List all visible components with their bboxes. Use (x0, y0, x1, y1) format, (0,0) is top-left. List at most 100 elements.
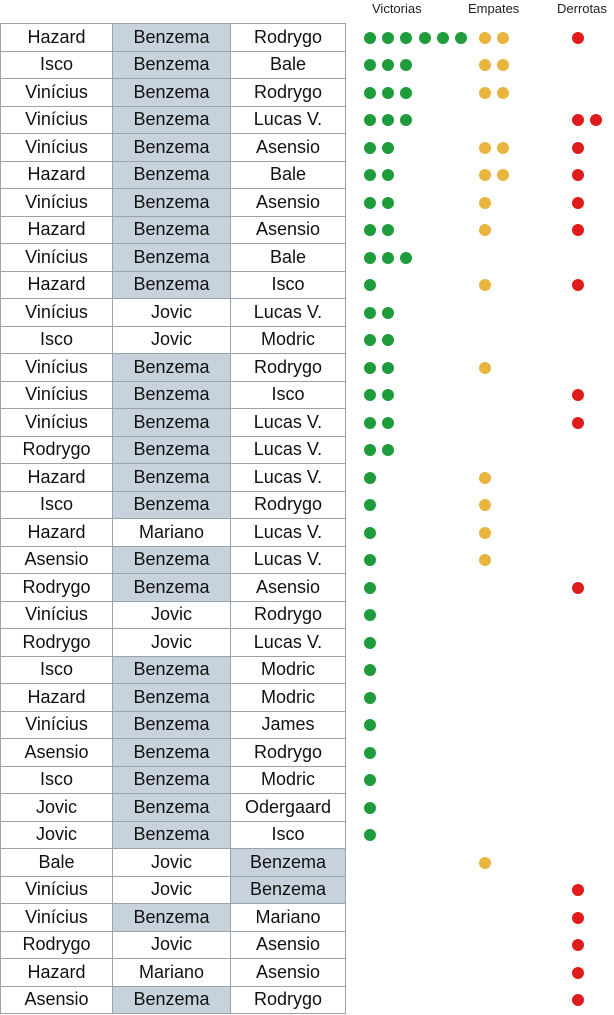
empates-dot (497, 86, 510, 99)
player-cell: Hazard (0, 463, 113, 492)
player-cell: Asensio (0, 985, 113, 1014)
player-cell: Benzema (112, 435, 231, 464)
victorias-dot (364, 664, 376, 677)
empates-dot (479, 361, 491, 374)
victorias-dot (364, 609, 376, 622)
victorias-dot (364, 114, 376, 127)
player-cell: Jovic (112, 628, 231, 657)
player-cell: Jovic (0, 793, 113, 822)
empates-dot (479, 224, 491, 237)
victorias-dot (400, 251, 413, 264)
victorias-dot (364, 141, 376, 154)
player-cell: Benzema (112, 50, 231, 79)
victorias-dot (364, 719, 376, 732)
victorias-dot (382, 361, 395, 374)
victorias-dot (382, 389, 395, 402)
player-cell: Jovic (112, 600, 231, 629)
player-cell: Vinícius (0, 78, 113, 107)
victorias-dot (364, 59, 376, 72)
player-cell: Hazard (0, 683, 113, 712)
victorias-dot (382, 306, 395, 319)
player-cell: Bale (230, 243, 346, 272)
player-cell: Isco (230, 380, 346, 409)
player-cell: Vinícius (0, 353, 113, 382)
player-cell: Vinícius (0, 380, 113, 409)
victorias-dot (382, 416, 395, 429)
player-cell: Benzema (112, 655, 231, 684)
victorias-dot (364, 444, 376, 457)
player-cell: Isco (230, 820, 346, 849)
victorias-dot (364, 279, 376, 292)
player-cell: Vinícius (0, 600, 113, 629)
victorias-dot (364, 306, 376, 319)
victorias-dot (364, 361, 376, 374)
derrotas-dot (572, 114, 584, 127)
derrotas-dot (572, 31, 584, 44)
player-cell: Benzema (112, 738, 231, 767)
player-cell: Odergaard (230, 793, 346, 822)
player-cell: Benzema (112, 820, 231, 849)
derrotas-dot (572, 279, 584, 292)
player-cell: Lucas V. (230, 435, 346, 464)
player-cell: Asensio (230, 573, 346, 602)
empates-dot (479, 86, 491, 99)
player-cell: Asensio (0, 545, 113, 574)
player-cell: Benzema (230, 875, 346, 904)
derrotas-dot (572, 389, 584, 402)
player-cell: Benzema (112, 683, 231, 712)
player-cell: Modric (230, 655, 346, 684)
victorias-dot (364, 499, 376, 512)
player-cell: Jovic (112, 875, 231, 904)
player-cell: Rodrygo (230, 490, 346, 519)
derrotas-dot (572, 911, 584, 924)
player-cell: Asensio (230, 133, 346, 162)
player-cell: Mariano (112, 518, 231, 547)
player-cell: Vinícius (0, 105, 113, 134)
victorias-dot (364, 224, 376, 237)
player-cell: Asensio (0, 738, 113, 767)
player-cell: Vinícius (0, 408, 113, 437)
player-cell: Benzema (112, 903, 231, 932)
victorias-dot (382, 114, 395, 127)
victorias-dot (436, 31, 449, 44)
column-header-empates: Empates (468, 1, 520, 16)
victorias-dot (382, 86, 395, 99)
player-cell: Benzema (112, 243, 231, 272)
player-cell: Benzema (112, 133, 231, 162)
player-cell: Vinícius (0, 188, 113, 217)
victorias-dot (382, 224, 395, 237)
player-cell: Hazard (0, 23, 113, 52)
player-cell: Vinícius (0, 298, 113, 327)
player-cell: Modric (230, 683, 346, 712)
victorias-dot (364, 746, 376, 759)
victorias-dot (364, 31, 376, 44)
player-cell: Hazard (0, 958, 113, 987)
player-cell: Asensio (230, 188, 346, 217)
player-cell: Vinícius (0, 710, 113, 739)
victorias-dot (364, 86, 376, 99)
victorias-dot (364, 334, 376, 347)
player-cell: Isco (0, 325, 113, 354)
victorias-dot (364, 389, 376, 402)
empates-dot (497, 31, 510, 44)
victorias-dot (382, 31, 395, 44)
victorias-dot (455, 31, 467, 44)
victorias-dot (364, 471, 376, 484)
column-header-victorias: Victorias (372, 1, 422, 16)
player-cell: Benzema (112, 78, 231, 107)
player-cell: Benzema (112, 793, 231, 822)
derrotas-dot (572, 141, 584, 154)
player-cell: Isco (0, 490, 113, 519)
player-cell: Lucas V. (230, 628, 346, 657)
player-cell: Benzema (112, 215, 231, 244)
player-cell: Asensio (230, 215, 346, 244)
player-cell: Hazard (0, 215, 113, 244)
player-cell: Rodrygo (0, 573, 113, 602)
empates-dot (479, 526, 491, 539)
player-cell: Benzema (112, 408, 231, 437)
victorias-dot (382, 59, 395, 72)
player-cell: Bale (230, 160, 346, 189)
player-cell: Benzema (112, 545, 231, 574)
victorias-dot (382, 251, 395, 264)
player-cell: Mariano (112, 958, 231, 987)
